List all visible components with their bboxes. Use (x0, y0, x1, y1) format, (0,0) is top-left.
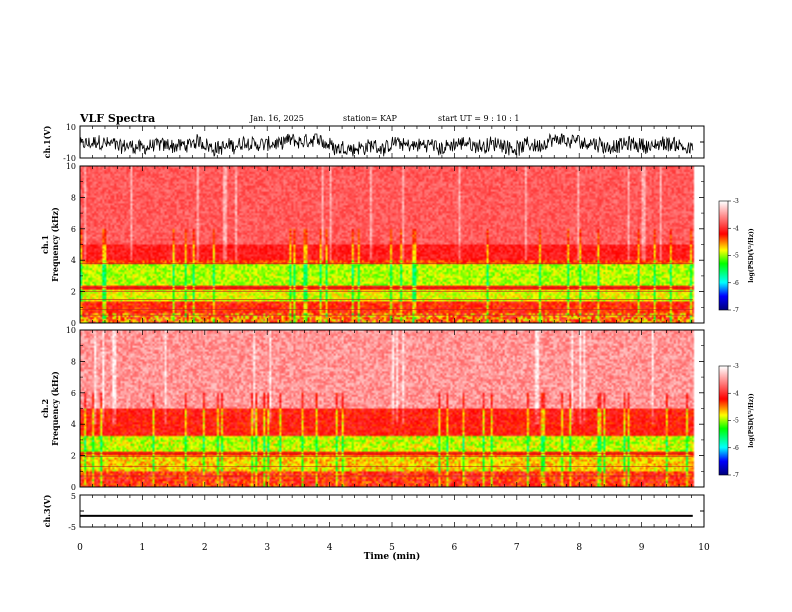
ch1-spectrogram-ytick-label: 0 (71, 319, 76, 328)
x-tick-label: 0 (77, 543, 83, 553)
x-tick-label: 9 (639, 543, 645, 553)
ch3-trace (80, 514, 693, 517)
ch3-ytick-label-top: 5 (71, 492, 76, 501)
ch3-ylabel: ch.3(V) (42, 494, 52, 527)
station-label: station= KAP (343, 114, 397, 123)
ch2-spectrogram-ylabel: Frequency (kHz) (50, 371, 60, 446)
ch2-spectrogram-ytick-label: 0 (71, 483, 76, 492)
colorbar-ch2-tick-label: -5 (733, 418, 739, 425)
ch1-spectrogram-ytick-label: 2 (71, 288, 76, 297)
colorbar-ch2-gradient (719, 366, 728, 475)
ch1-spectrogram-ytick-label: 4 (71, 256, 76, 265)
ch1-spectrogram-ytick-label: 8 (71, 193, 76, 202)
colorbar-ch2-tick-label: -3 (733, 363, 739, 370)
ch2-spectrogram-image (80, 330, 704, 487)
x-tick-label: 5 (389, 543, 395, 553)
ch1-spectrogram-ylabel: Frequency (kHz) (50, 207, 60, 282)
colorbar-ch1-tick-label: -4 (733, 225, 739, 232)
plot-title: VLF Spectra (80, 112, 156, 125)
x-tick-label: 2 (202, 543, 208, 553)
ch2-spectrogram-ytick-label: 2 (71, 452, 76, 461)
colorbar-ch1-tick-label: -5 (733, 253, 739, 260)
x-tick-label: 1 (140, 543, 146, 553)
x-tick-label: 6 (452, 543, 458, 553)
x-tick-label: 7 (514, 543, 520, 553)
ch1-spectrogram-image (80, 166, 704, 323)
colorbar-ch2-tick-label: -7 (733, 472, 739, 479)
ch1-spectrogram-ytick-label: 6 (71, 225, 76, 234)
ch2-spectrogram-ytick-label: 8 (71, 357, 76, 366)
x-axis-label: Time (min) (364, 551, 421, 562)
colorbar-ch2-tick-label: -4 (733, 390, 739, 397)
ch1-trace (79, 132, 694, 157)
x-tick-label: 4 (327, 543, 333, 553)
ch1-spectrogram-ylabel-channel: ch.1 (40, 235, 50, 254)
ch2-spectrogram-ylabel-channel: ch.2 (40, 399, 50, 418)
ch2-spectrogram-ytick-label: 10 (66, 326, 76, 335)
x-tick-label: 10 (698, 543, 710, 553)
colorbar-ch1-tick-label: -7 (733, 307, 739, 314)
ch1-ylabel: ch.1(V) (42, 125, 52, 158)
colorbar-ch1-tick-label: -6 (733, 280, 739, 287)
colorbar-ch1-tick-label: -3 (733, 198, 739, 205)
ch1-ytick-label-top: 10 (66, 123, 76, 132)
colorbar-ch2-tick-label: -6 (733, 445, 739, 452)
start-time-label: start UT = 9 : 10 : 1 (438, 114, 520, 123)
date-label: Jan. 16, 2025 (250, 114, 304, 123)
x-tick-label: 3 (264, 543, 270, 553)
ch1-spectrogram-ytick-label: 10 (66, 162, 76, 171)
ch2-spectrogram-ytick-label: 6 (71, 389, 76, 398)
ch1-ytick-label-bottom: -10 (63, 154, 76, 163)
colorbar-ch1-label: log(PSD(V²/Hz)) (748, 228, 755, 283)
colorbar-ch2-label: log(PSD(V²/Hz)) (748, 393, 755, 448)
x-tick-label: 8 (576, 543, 582, 553)
ch2-spectrogram-ytick-label: 4 (71, 420, 76, 429)
colorbar-ch1-gradient (719, 201, 728, 310)
ch3-ytick-label-bottom: -5 (68, 523, 76, 532)
